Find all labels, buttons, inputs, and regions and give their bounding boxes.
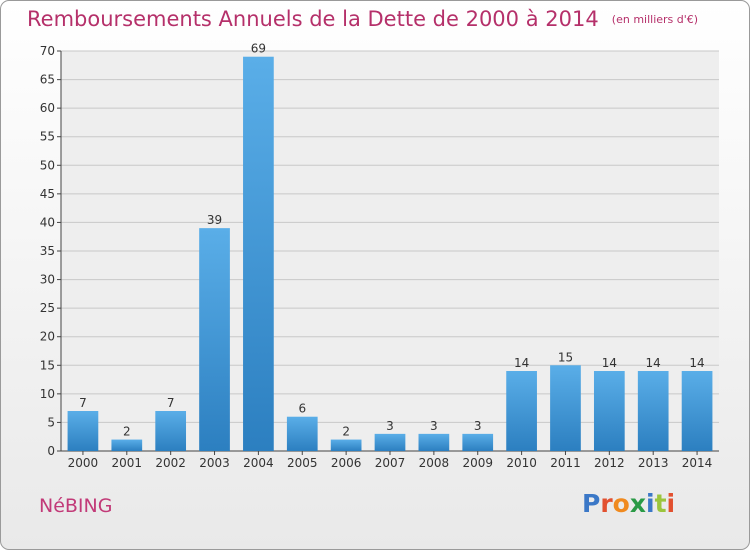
y-tick-label: 10: [40, 387, 55, 401]
x-tick-label: 2014: [682, 456, 713, 470]
x-tick-label: 2003: [199, 456, 230, 470]
bar: [637, 371, 669, 451]
data-label: 3: [386, 419, 394, 433]
y-tick-label: 70: [40, 44, 55, 58]
y-tick-label: 55: [40, 130, 55, 144]
bar: [155, 411, 187, 451]
y-tick-label: 0: [47, 444, 55, 458]
bar: [111, 439, 143, 451]
bar: [243, 56, 274, 451]
x-tick-label: 2005: [287, 456, 318, 470]
bar: [681, 371, 713, 451]
data-label: 3: [430, 419, 438, 433]
x-tick-label: 2011: [550, 456, 581, 470]
bar: [418, 433, 450, 451]
data-label: 2: [342, 425, 350, 439]
bar: [286, 416, 318, 451]
proxiti-logo: Proxiti: [582, 489, 676, 518]
y-tick-label: 20: [40, 330, 55, 344]
bar: [67, 411, 99, 451]
data-label: 14: [602, 356, 617, 370]
x-tick-label: 2000: [68, 456, 99, 470]
bar: [330, 439, 362, 451]
y-tick-label: 65: [40, 73, 55, 87]
bar: [462, 433, 494, 451]
bar: [593, 371, 625, 451]
chart-title: Remboursements Annuels de la Dette de 20…: [27, 7, 599, 31]
data-label: 3: [474, 419, 482, 433]
bar: [506, 371, 537, 451]
y-tick-label: 45: [40, 187, 55, 201]
y-tick-label: 5: [47, 415, 55, 429]
x-tick-label: 2002: [155, 456, 186, 470]
data-label: 7: [167, 396, 175, 410]
data-label: 7: [79, 396, 87, 410]
data-label: 39: [207, 213, 222, 227]
x-tick-label: 2013: [638, 456, 669, 470]
bar: [199, 228, 230, 451]
x-tick-label: 2006: [331, 456, 362, 470]
x-tick-label: 2004: [243, 456, 274, 470]
data-label: 14: [514, 356, 529, 370]
y-tick-label: 50: [40, 158, 55, 172]
y-tick-label: 25: [40, 301, 55, 315]
x-tick-label: 2008: [419, 456, 450, 470]
y-tick-label: 15: [40, 358, 55, 372]
y-tick-label: 40: [40, 215, 55, 229]
y-tick-label: 30: [40, 273, 55, 287]
x-tick-label: 2001: [112, 456, 143, 470]
data-label: 69: [251, 42, 266, 56]
data-label: 15: [558, 350, 573, 364]
x-tick-label: 2007: [375, 456, 406, 470]
data-label: 14: [689, 356, 704, 370]
bar: [550, 365, 581, 451]
chart-title-row: Remboursements Annuels de la Dette de 20…: [27, 7, 698, 31]
y-tick-label: 35: [40, 244, 55, 258]
x-tick-label: 2012: [594, 456, 625, 470]
bar: [374, 433, 406, 451]
chart-unit: (en milliers d'€): [611, 13, 699, 26]
data-label: 14: [646, 356, 661, 370]
data-label: 2: [123, 425, 131, 439]
y-tick-label: 60: [40, 101, 55, 115]
data-label: 6: [298, 402, 306, 416]
x-tick-label: 2009: [462, 456, 493, 470]
x-tick-label: 2010: [506, 456, 537, 470]
commune-name: NéBING: [39, 495, 113, 517]
